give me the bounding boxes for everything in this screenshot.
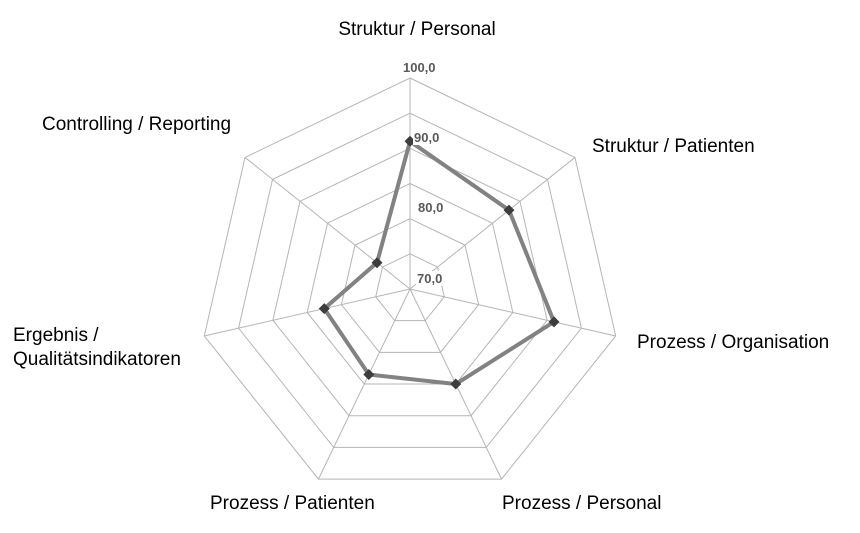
axis-label-struktur-patienten: Struktur / Patienten — [592, 136, 755, 157]
axis-label-struktur-personal: Struktur / Personal — [338, 19, 496, 40]
grid-spoke — [244, 157, 411, 290]
radial-tick-label-100: 100,0 — [402, 60, 437, 75]
data-point-marker — [548, 316, 560, 328]
axis-label-ergebnis-qualitaetsindikatoren: Ergebnis / Qualitätsindikatoren — [13, 325, 181, 370]
grid-ring — [340, 218, 480, 353]
grid-ring — [306, 182, 514, 385]
grid-ring — [203, 77, 617, 480]
axis-label-prozess-patienten: Prozess / Patienten — [210, 493, 375, 514]
axis-label-controlling-reporting: Controlling / Reporting — [42, 114, 232, 135]
grid-spoke — [409, 157, 576, 290]
axis-label-prozess-organisation: Prozess / Organisation — [637, 332, 830, 353]
data-point-marker — [363, 369, 375, 381]
grid-spoke — [409, 288, 616, 337]
data-point-marker — [404, 135, 416, 147]
radial-tick-label-90: 90,0 — [413, 130, 441, 145]
grid-ring — [238, 112, 582, 448]
radial-tick-label-70: 70,0 — [416, 271, 444, 286]
grid-spoke — [318, 288, 411, 480]
data-point-marker — [318, 303, 330, 315]
series-polygon — [321, 138, 557, 387]
data-point-marker — [371, 257, 383, 269]
data-point-marker — [450, 378, 462, 390]
data-point-marker — [503, 204, 515, 216]
axis-label-prozess-personal: Prozess / Personal — [502, 493, 662, 514]
grid-ring — [272, 147, 548, 417]
grid-spoke — [204, 288, 411, 337]
radial-tick-label-80: 80,0 — [417, 200, 445, 215]
